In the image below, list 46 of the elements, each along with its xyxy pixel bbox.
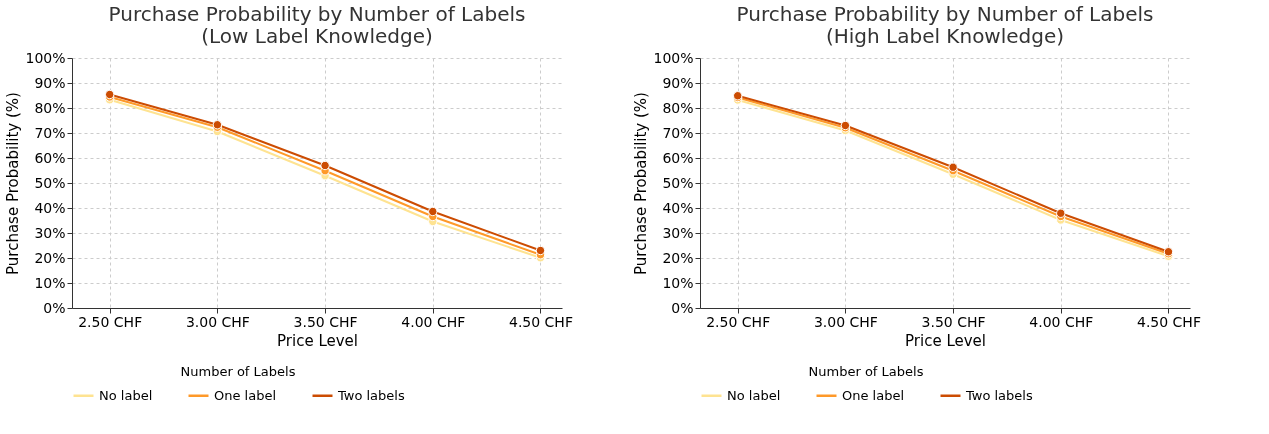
y-tick-label: 80% (34, 99, 66, 116)
y-tick-label: 90% (34, 74, 66, 91)
x-tick-label: 4.50 CHF (1136, 313, 1201, 330)
y-axis-title: Purchase Probability (%) (632, 92, 651, 275)
legend-label: One label (842, 387, 905, 403)
legend-title: Number of Labels (180, 364, 296, 379)
x-tick-label: 4.00 CHF (1029, 313, 1094, 330)
y-tick-label: 60% (34, 149, 66, 166)
x-axis-title: Price Level (277, 331, 358, 350)
y-tick-label: 70% (34, 124, 66, 141)
y-tick-label: 30% (662, 224, 694, 241)
legend-label: No label (727, 387, 781, 403)
x-tick-label: 3.50 CHF (921, 313, 986, 330)
y-tick-label: 50% (34, 174, 66, 191)
legend-label: No label (99, 387, 153, 403)
x-tick-label: 2.50 CHF (78, 313, 143, 330)
x-tick-label: 2.50 CHF (706, 313, 771, 330)
y-axis-title: Purchase Probability (%) (4, 92, 23, 275)
y-tick-label: 80% (662, 99, 694, 116)
y-tick-label: 10% (34, 274, 66, 291)
legend-label: One label (214, 387, 277, 403)
legend-title: Number of Labels (808, 364, 924, 379)
legend-label: Two labels (337, 387, 405, 403)
y-tick-label: 50% (662, 174, 694, 191)
y-tick-label: 0% (43, 299, 66, 316)
x-tick-label: 3.00 CHF (813, 313, 878, 330)
x-tick-label: 4.00 CHF (401, 313, 466, 330)
y-tick-label: 30% (34, 224, 66, 241)
legend-label: Two labels (965, 387, 1033, 403)
x-tick-label: 3.50 CHF (293, 313, 358, 330)
y-tick-label: 10% (662, 274, 694, 291)
x-tick-label: 4.50 CHF (508, 313, 573, 330)
y-tick-label: 90% (662, 74, 694, 91)
y-tick-label: 100% (25, 49, 66, 66)
y-tick-label: 20% (662, 249, 694, 266)
y-tick-label: 40% (662, 199, 694, 216)
x-tick-label: 3.00 CHF (185, 313, 250, 330)
y-tick-label: 20% (34, 249, 66, 266)
y-tick-label: 100% (653, 49, 694, 66)
y-tick-label: 70% (662, 124, 694, 141)
y-tick-label: 40% (34, 199, 66, 216)
chart-title: Purchase Probability by Number of Labels (High Label Knowledge) (736, 2, 1154, 48)
x-axis-title: Price Level (905, 331, 986, 350)
y-tick-label: 60% (662, 149, 694, 166)
chart-title: Purchase Probability by Number of Labels (Low Label Knowledge) (108, 2, 526, 48)
y-tick-label: 0% (671, 299, 694, 316)
